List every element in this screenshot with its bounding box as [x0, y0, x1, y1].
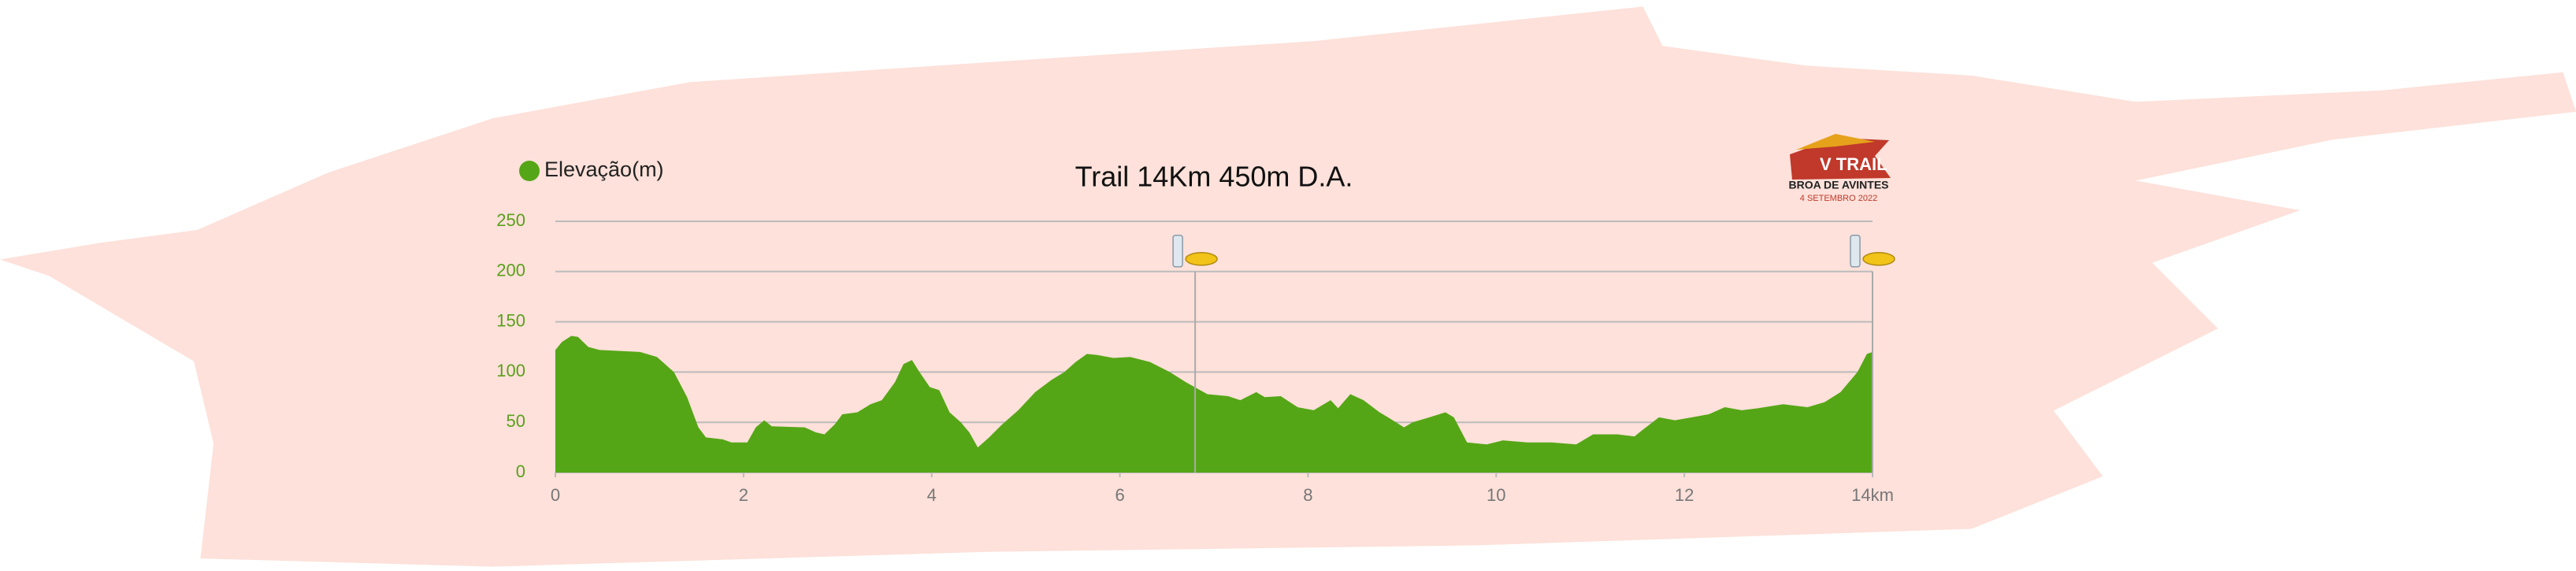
logo-shape — [1790, 138, 1891, 180]
y-tick-label: 50 — [507, 411, 525, 431]
x-tick-label: 6 — [1115, 485, 1124, 505]
x-tick-label: 12 — [1675, 485, 1694, 505]
y-tick-label: 250 — [496, 210, 525, 230]
water-bottle-icon — [1850, 235, 1861, 268]
logo: V TRAIL BROA DE AVINTES 4 SETEMBRO 2022 — [1788, 134, 1891, 203]
x-tick-label: 10 — [1487, 485, 1505, 505]
y-tick-label: 150 — [496, 310, 525, 330]
logo-accent — [1796, 134, 1875, 150]
x-tick-label: 4 — [927, 485, 937, 505]
brush-background — [0, 6, 2576, 567]
water-bottle-icon — [1172, 235, 1183, 268]
banana-icon — [1185, 252, 1218, 266]
logo-subtitle: BROA DE AVINTES — [1788, 179, 1888, 191]
logo-title: V TRAIL — [1820, 154, 1887, 174]
x-tick-label: 14km — [1851, 485, 1894, 505]
legend-label[interactable]: Elevação(m) — [544, 158, 664, 181]
logo-date: 4 SETEMBRO 2022 — [1800, 194, 1877, 203]
x-tick-label: 8 — [1303, 485, 1312, 505]
area — [555, 336, 1873, 473]
banana-icon — [1862, 252, 1895, 266]
x-tick-label: 2 — [739, 485, 748, 505]
y-tick-label: 0 — [516, 462, 525, 481]
x-tick-label: 0 — [551, 485, 560, 505]
legend-marker — [519, 161, 540, 181]
y-tick-label: 200 — [496, 261, 525, 280]
chart-title: Trail 14Km 450m D.A. — [1075, 161, 1353, 193]
y-tick-label: 100 — [496, 361, 525, 380]
